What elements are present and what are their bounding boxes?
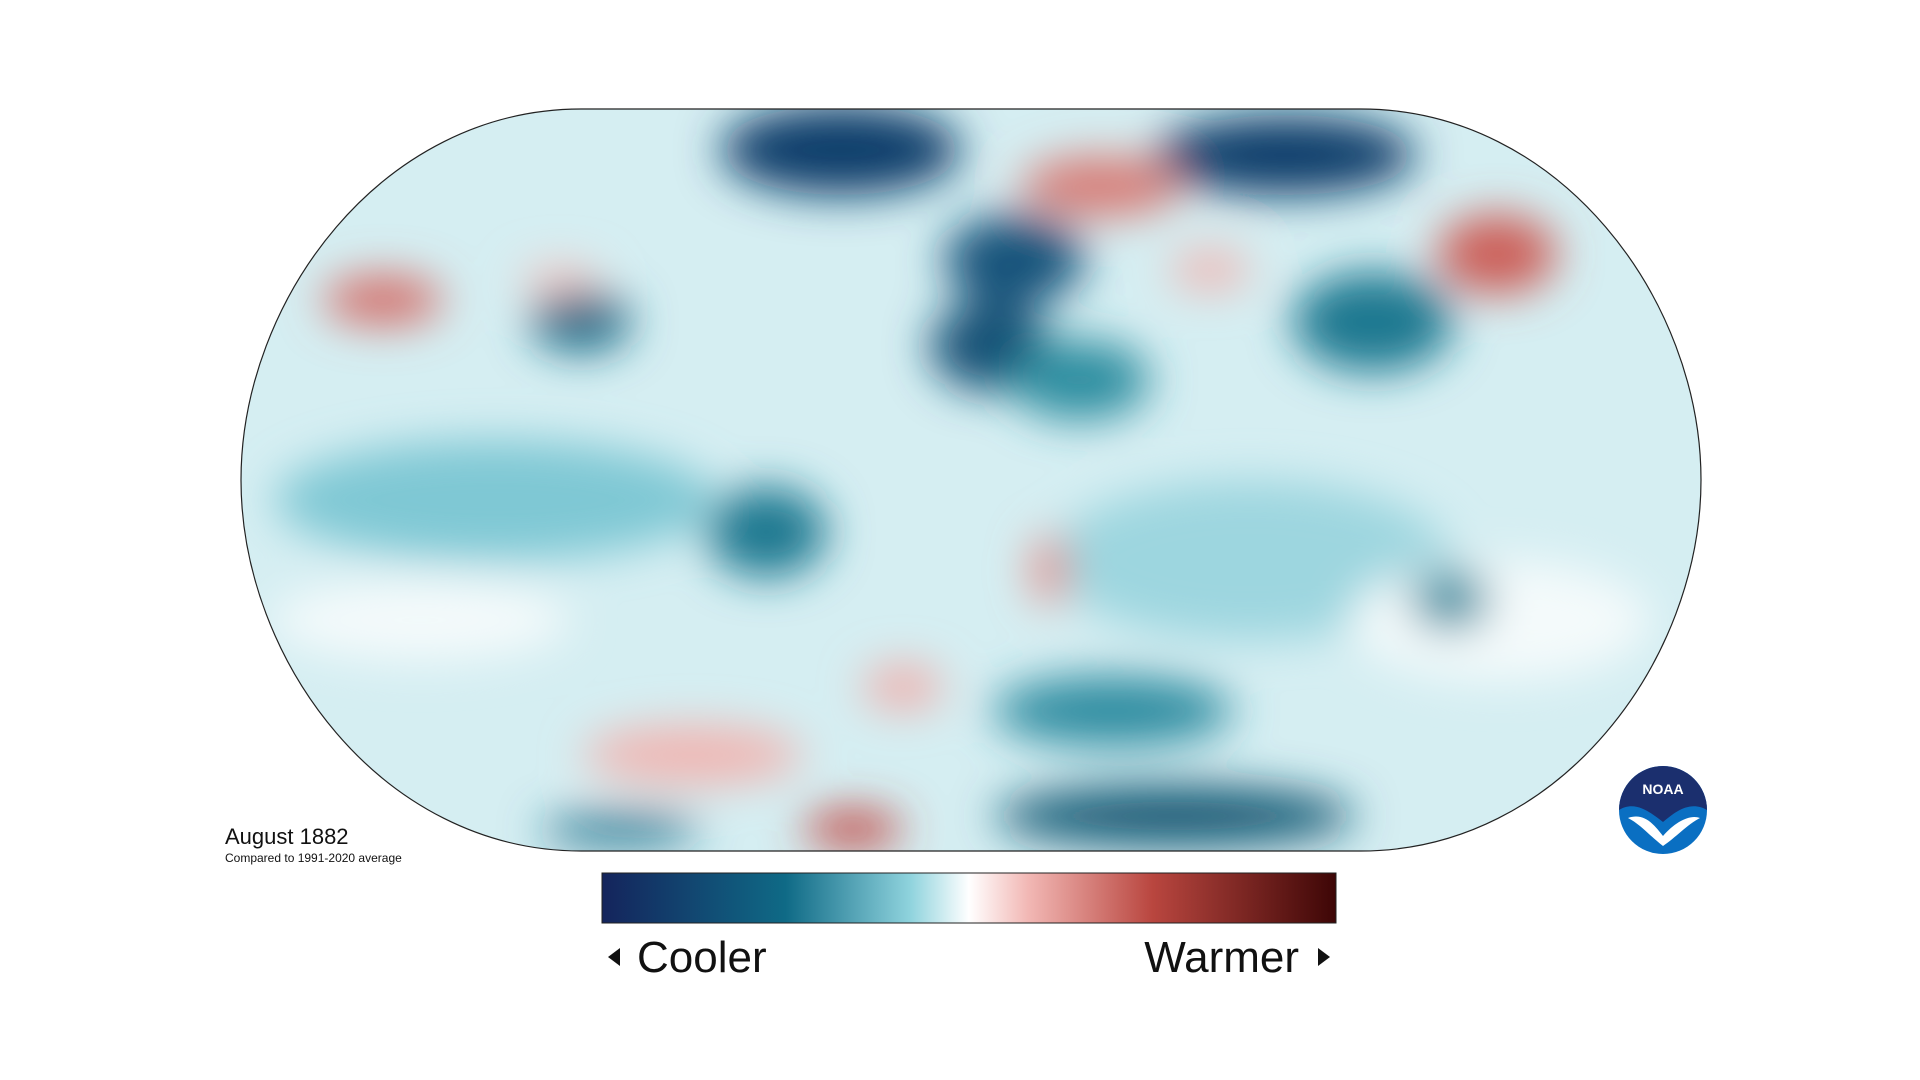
logo-text: NOAA (1642, 781, 1683, 797)
legend-high: Warmer (1144, 933, 1299, 982)
cooler-arrow (608, 948, 620, 966)
map-field (241, 109, 1701, 851)
legend-low: Cooler (637, 933, 767, 982)
color-scale (601, 872, 1337, 924)
map-title: August 1882 (225, 824, 349, 849)
warmer-arrow (1318, 948, 1330, 966)
map-subtitle: Compared to 1991-2020 average (225, 851, 402, 865)
map-outline (240, 108, 1702, 852)
noaa-logo: NOAA (1619, 766, 1707, 854)
